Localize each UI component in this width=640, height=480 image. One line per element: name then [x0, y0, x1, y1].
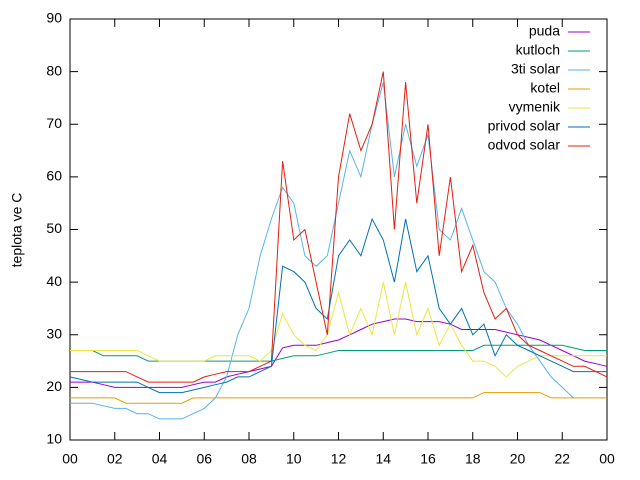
x-tick-label: 08	[241, 451, 257, 467]
plot-border	[69, 18, 608, 441]
y-axis-label: teplota ve C	[9, 193, 25, 268]
y-tick-label: 90	[46, 10, 62, 26]
legend-label: kotel	[530, 80, 560, 96]
series-line	[70, 82, 574, 420]
y-tick-label: 60	[46, 168, 62, 184]
y-tick-label: 40	[46, 273, 62, 289]
x-tick-label: 12	[331, 451, 347, 467]
legend-label: privod solar	[488, 118, 561, 134]
series-line	[70, 281, 607, 378]
legend-label: 3ti solar	[511, 61, 560, 77]
y-tick-label: 30	[46, 325, 62, 341]
legend-label: kutloch	[516, 42, 560, 58]
y-tick-label: 10	[46, 431, 62, 447]
legend-label: odvod solar	[488, 137, 561, 153]
legend-label: vymenik	[509, 99, 561, 115]
y-tick-label: 20	[46, 378, 62, 394]
x-tick-label: 14	[375, 451, 391, 467]
x-tick-label: 00	[62, 451, 78, 467]
x-tick-label: 20	[510, 451, 526, 467]
y-tick-label: 80	[46, 62, 62, 78]
series-line	[70, 344, 607, 362]
x-tick-label: 22	[554, 451, 570, 467]
x-tick-label: 06	[196, 451, 212, 467]
series-line	[69, 217, 607, 394]
y-tick-label: 50	[46, 220, 62, 236]
y-tick-label: 70	[46, 115, 62, 131]
x-tick-label: 02	[107, 451, 123, 467]
x-tick-label: 04	[152, 451, 168, 467]
x-tick-label: 10	[286, 451, 302, 467]
series-line	[70, 392, 607, 404]
x-tick-label: 18	[465, 451, 481, 467]
legend-label: puda	[529, 23, 560, 39]
series-line	[70, 71, 608, 383]
x-tick-label: 00	[599, 451, 615, 467]
series-line	[70, 318, 608, 388]
x-tick-label: 16	[420, 451, 436, 467]
